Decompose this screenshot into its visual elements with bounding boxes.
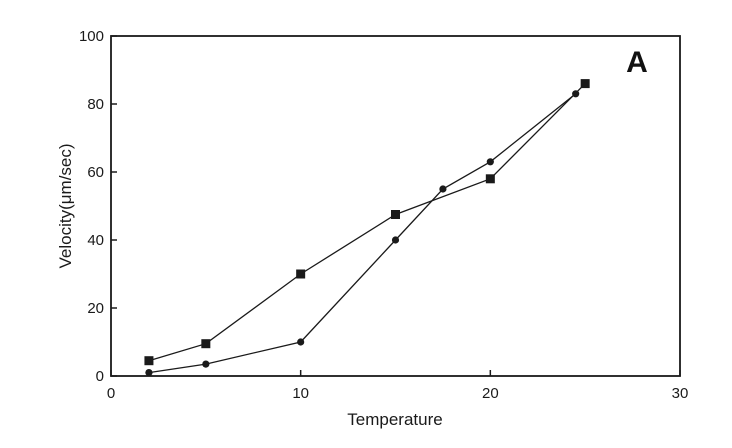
data-point-square [201, 339, 211, 349]
y-tick-label: 60 [87, 164, 104, 181]
y-tick-label: 100 [79, 28, 104, 45]
data-point-square [580, 79, 590, 89]
y-tick-label: 40 [87, 232, 104, 249]
x-axis: 0 10 20 30 [107, 370, 689, 402]
data-point-square [485, 174, 495, 184]
x-axis-title: Temperature [347, 410, 442, 429]
data-point-circle [145, 369, 153, 377]
y-axis-title: Velocity(μm/sec) [56, 143, 75, 268]
series-line-circles [148, 93, 577, 374]
x-tick-label: 10 [292, 385, 309, 402]
panel-label: A [626, 46, 648, 79]
y-tick-label: 80 [87, 96, 104, 113]
x-tick-label: 0 [107, 385, 115, 402]
data-point-square [144, 356, 154, 366]
y-axis: 0 20 40 60 80 100 [79, 28, 117, 385]
data-point-circle [439, 185, 447, 193]
data-point-circle [202, 360, 210, 368]
data-point-circle [572, 90, 580, 98]
y-tick-label: 20 [87, 300, 104, 317]
series-layer [144, 79, 590, 377]
data-point-square [391, 210, 400, 219]
data-point-circle [486, 158, 494, 166]
x-tick-label: 30 [672, 385, 689, 402]
plot-frame [110, 35, 681, 377]
data-point-square [296, 269, 306, 279]
data-point-circle [391, 236, 400, 244]
y-tick-label: 0 [96, 368, 104, 385]
data-point-circle [297, 338, 305, 346]
x-tick-label: 20 [482, 385, 499, 402]
series-line-squares [148, 83, 586, 362]
